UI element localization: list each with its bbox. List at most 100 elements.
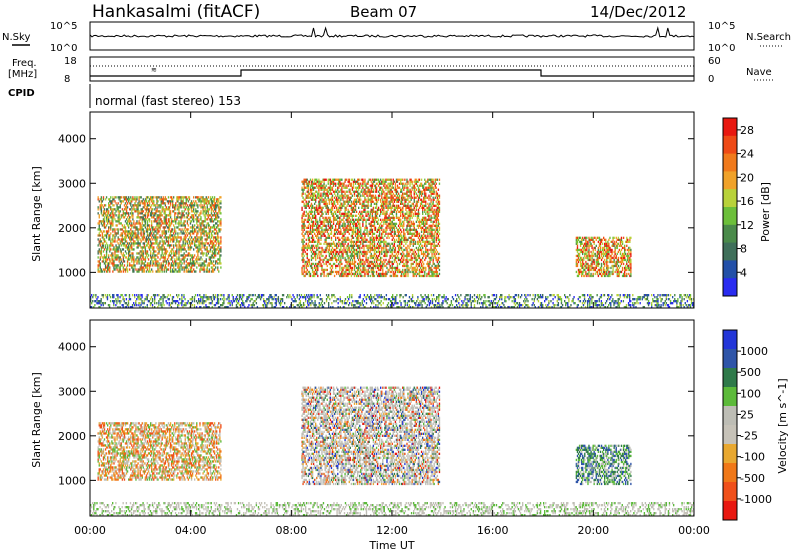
power-cell: [199, 198, 201, 201]
power-cells: [90, 178, 695, 309]
power-cell: [205, 240, 207, 243]
power-cell: [110, 200, 112, 203]
power-cell: [364, 266, 366, 270]
power-cell: [388, 242, 390, 245]
power-cell: [391, 242, 393, 245]
power-cell: [144, 214, 147, 217]
power-cell: [110, 260, 112, 263]
power-cell: [343, 204, 345, 207]
power-cell: [159, 264, 161, 267]
power-cell: [189, 260, 192, 263]
power-cell: [123, 254, 126, 257]
power-cell: [183, 232, 185, 235]
power-cell: [131, 224, 133, 227]
power-cell: [339, 266, 341, 270]
power-cell: [186, 204, 189, 207]
power-cell: [114, 212, 116, 215]
power-cell: [301, 268, 303, 272]
power-cell: [339, 254, 341, 258]
power-cell: [130, 240, 132, 243]
power-cell: [98, 260, 100, 263]
power-cell: [209, 238, 212, 241]
power-cell: [148, 270, 151, 273]
power-cell: [354, 234, 357, 237]
power-cell: [323, 184, 325, 187]
power-cell: [163, 216, 165, 219]
power-cell: [353, 268, 356, 272]
power-cell: [147, 254, 150, 257]
power-cell: [144, 258, 147, 261]
power-cell: [206, 198, 208, 201]
power-cell: [350, 196, 353, 199]
power-cell: [139, 196, 141, 199]
power-cell: [396, 194, 399, 197]
power-cell: [305, 238, 307, 241]
power-cell: [133, 268, 135, 271]
power-cell: [205, 212, 207, 215]
power-cell: [347, 230, 349, 233]
power-cell: [176, 258, 178, 261]
power-cell: [103, 268, 106, 271]
power-cell: [219, 210, 221, 213]
power-cell: [169, 214, 172, 217]
power-cell: [165, 232, 168, 235]
power-cell: [162, 248, 164, 251]
power-cell: [148, 200, 151, 203]
power-cell: [117, 214, 119, 217]
power-cell: [360, 242, 362, 245]
power-cell: [360, 226, 362, 229]
power-cell: [163, 202, 165, 205]
power-cell: [359, 196, 361, 199]
power-cell: [148, 266, 151, 269]
power-cell: [203, 262, 205, 265]
power-cell: [386, 198, 388, 201]
power-cell: [108, 220, 110, 223]
power-cell: [117, 236, 119, 239]
power-cell: [119, 196, 121, 199]
power-cell: [364, 218, 366, 221]
power-cell: [101, 220, 104, 223]
power-cell: [307, 234, 310, 237]
power-cell: [172, 264, 174, 267]
power-cell: [305, 214, 307, 217]
power-cell: [377, 240, 380, 243]
power-cell: [303, 236, 305, 239]
power-cell: [319, 224, 321, 227]
power-cell: [311, 204, 314, 207]
power-cell: [161, 200, 163, 203]
power-cell: [303, 212, 305, 215]
power-cell: [175, 222, 177, 225]
power-cell: [178, 246, 180, 249]
power-cell: [351, 258, 354, 262]
power-cell: [161, 264, 163, 267]
power-cell: [157, 228, 159, 231]
power-cell: [318, 212, 320, 215]
power-cell: [123, 264, 126, 267]
power-cell: [112, 260, 114, 263]
power-cell: [326, 202, 328, 205]
power-cell: [129, 198, 131, 201]
power-cell: [123, 260, 126, 263]
power-cell: [206, 248, 208, 251]
power-cell: [305, 242, 307, 245]
power-cell: [155, 250, 157, 253]
power-cell: [362, 224, 364, 227]
power-cell: [327, 180, 329, 183]
power-cell: [345, 264, 347, 268]
power-cell: [183, 206, 185, 209]
power-cell: [147, 270, 150, 273]
power-cell: [164, 226, 167, 229]
power-cell: [388, 248, 390, 252]
power-cell: [137, 240, 139, 243]
power-cell: [147, 238, 150, 241]
power-cell: [323, 198, 325, 201]
power-cell: [144, 246, 147, 249]
power-cell: [175, 230, 177, 233]
power-cell: [354, 182, 357, 185]
power-cell: [321, 226, 323, 229]
power-cell: [331, 188, 334, 191]
power-cell: [367, 202, 369, 205]
power-cell: [146, 252, 149, 255]
power-cell: [168, 246, 171, 249]
power-cell: [162, 200, 164, 203]
